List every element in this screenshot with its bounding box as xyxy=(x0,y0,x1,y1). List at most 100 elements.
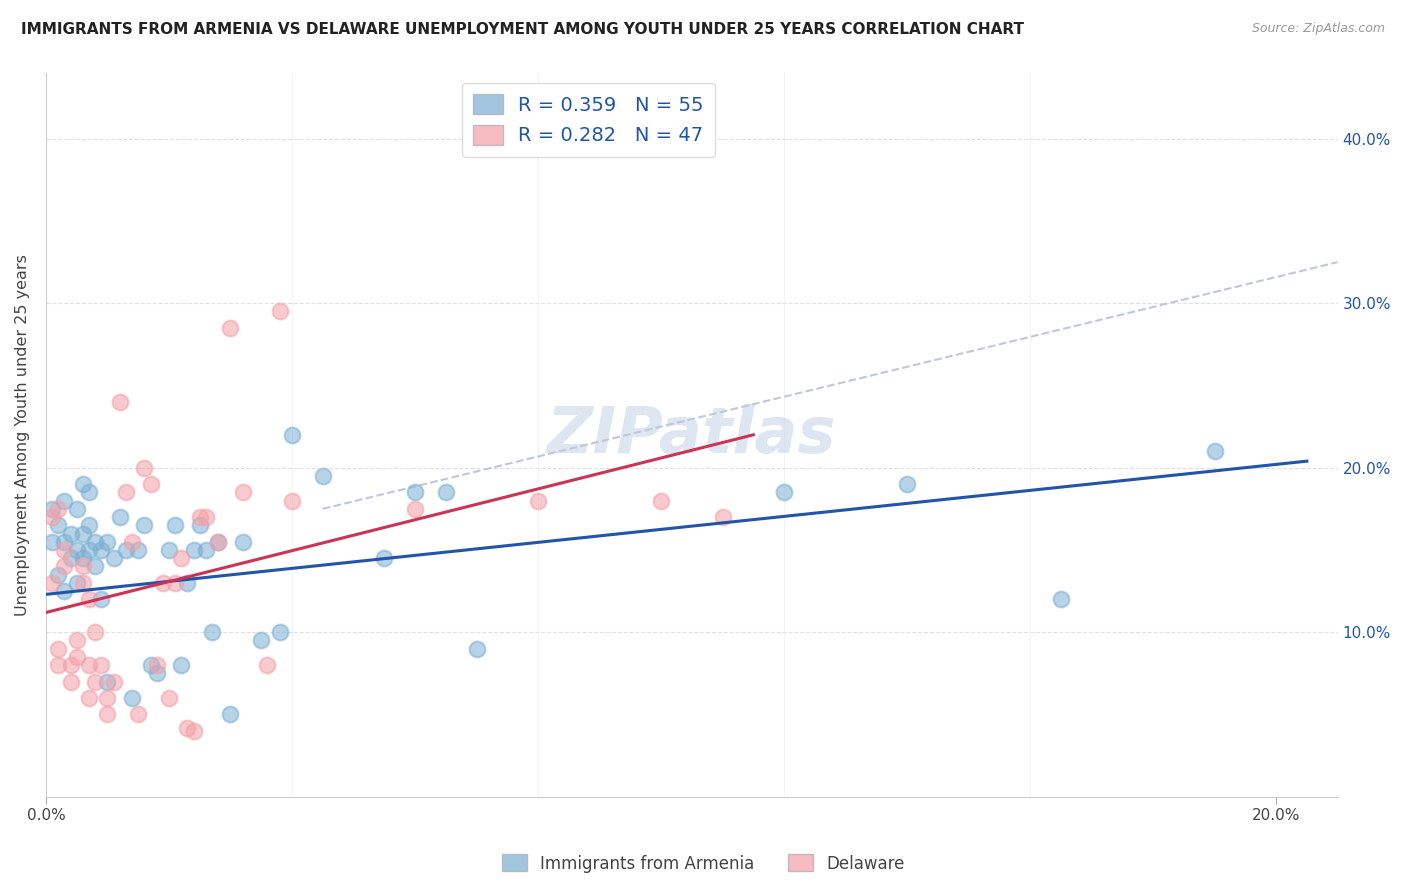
Point xyxy=(59,674,82,689)
Point xyxy=(96,690,118,705)
Point xyxy=(1204,444,1226,458)
Point xyxy=(165,575,187,590)
Point xyxy=(53,543,76,558)
Point xyxy=(108,510,131,524)
Point xyxy=(115,485,138,500)
Point xyxy=(84,559,107,574)
Point xyxy=(121,534,143,549)
Point xyxy=(77,658,100,673)
Point xyxy=(77,592,100,607)
Legend: Immigrants from Armenia, Delaware: Immigrants from Armenia, Delaware xyxy=(495,847,911,880)
Point xyxy=(41,501,63,516)
Point xyxy=(127,543,149,558)
Point xyxy=(207,534,229,549)
Point xyxy=(281,427,304,442)
Point xyxy=(103,674,125,689)
Point xyxy=(650,493,672,508)
Point xyxy=(219,707,242,722)
Point xyxy=(183,543,205,558)
Text: IMMIGRANTS FROM ARMENIA VS DELAWARE UNEMPLOYMENT AMONG YOUTH UNDER 25 YEARS CORR: IMMIGRANTS FROM ARMENIA VS DELAWARE UNEM… xyxy=(21,22,1024,37)
Point xyxy=(46,501,69,516)
Point xyxy=(115,543,138,558)
Point xyxy=(66,633,89,648)
Point xyxy=(188,518,211,533)
Point xyxy=(219,321,242,335)
Point xyxy=(59,658,82,673)
Text: Source: ZipAtlas.com: Source: ZipAtlas.com xyxy=(1251,22,1385,36)
Point xyxy=(183,723,205,738)
Point xyxy=(145,658,167,673)
Point xyxy=(312,469,335,483)
Point xyxy=(404,485,426,500)
Point xyxy=(77,690,100,705)
Point xyxy=(84,534,107,549)
Legend: R = 0.359   N = 55, R = 0.282   N = 47: R = 0.359 N = 55, R = 0.282 N = 47 xyxy=(461,83,716,157)
Point xyxy=(66,575,89,590)
Point xyxy=(77,485,100,500)
Y-axis label: Unemployment Among Youth under 25 years: Unemployment Among Youth under 25 years xyxy=(15,254,30,615)
Point xyxy=(72,477,94,491)
Point xyxy=(84,674,107,689)
Point xyxy=(157,543,180,558)
Point xyxy=(46,518,69,533)
Point xyxy=(53,534,76,549)
Point xyxy=(145,666,167,681)
Point xyxy=(108,395,131,409)
Point xyxy=(773,485,796,500)
Point xyxy=(66,649,89,664)
Point xyxy=(41,510,63,524)
Point xyxy=(53,493,76,508)
Point xyxy=(896,477,918,491)
Point xyxy=(41,575,63,590)
Point xyxy=(41,534,63,549)
Point xyxy=(269,304,291,318)
Point xyxy=(96,707,118,722)
Point xyxy=(66,543,89,558)
Point xyxy=(527,493,550,508)
Point xyxy=(53,584,76,599)
Point xyxy=(201,625,224,640)
Point xyxy=(194,543,217,558)
Point xyxy=(176,721,198,735)
Point xyxy=(59,526,82,541)
Point xyxy=(134,460,156,475)
Point xyxy=(188,510,211,524)
Point xyxy=(66,501,89,516)
Point xyxy=(434,485,457,500)
Point xyxy=(250,633,273,648)
Point xyxy=(72,551,94,566)
Point xyxy=(90,592,112,607)
Point xyxy=(207,534,229,549)
Point xyxy=(373,551,395,566)
Point xyxy=(256,658,278,673)
Point xyxy=(134,518,156,533)
Point xyxy=(72,575,94,590)
Point xyxy=(139,658,162,673)
Point xyxy=(77,518,100,533)
Point xyxy=(90,658,112,673)
Text: ZIPatlas: ZIPatlas xyxy=(547,404,837,466)
Point xyxy=(170,551,193,566)
Point xyxy=(465,641,488,656)
Point xyxy=(170,658,193,673)
Point xyxy=(53,559,76,574)
Point xyxy=(127,707,149,722)
Point xyxy=(139,477,162,491)
Point xyxy=(46,658,69,673)
Point xyxy=(165,518,187,533)
Point xyxy=(157,690,180,705)
Point xyxy=(84,625,107,640)
Point xyxy=(281,493,304,508)
Point xyxy=(711,510,734,524)
Point xyxy=(72,559,94,574)
Point xyxy=(59,551,82,566)
Point xyxy=(77,543,100,558)
Point xyxy=(103,551,125,566)
Point xyxy=(1050,592,1073,607)
Point xyxy=(90,543,112,558)
Point xyxy=(269,625,291,640)
Point xyxy=(176,575,198,590)
Point xyxy=(121,690,143,705)
Point xyxy=(46,641,69,656)
Point xyxy=(404,501,426,516)
